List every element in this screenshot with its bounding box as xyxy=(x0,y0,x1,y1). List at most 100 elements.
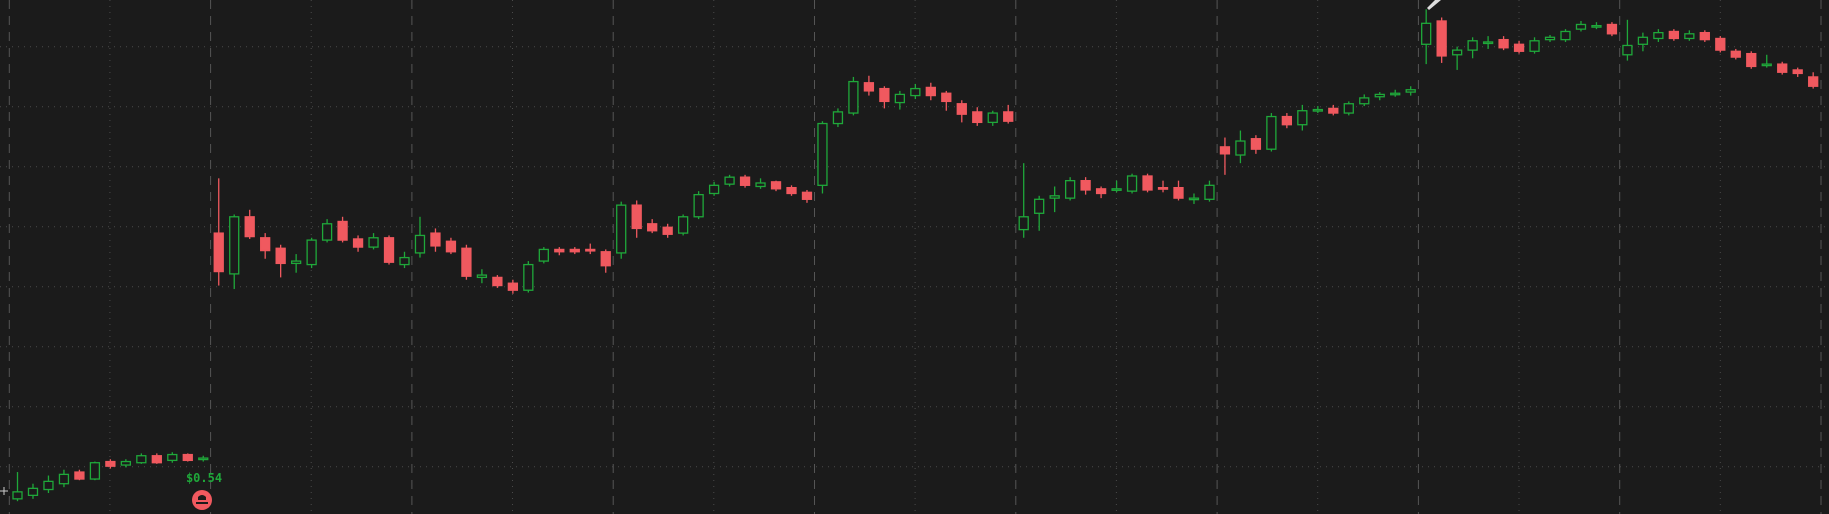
candle-body xyxy=(1777,63,1788,73)
candles xyxy=(12,9,1819,502)
candle-body xyxy=(1606,23,1618,35)
candle-body xyxy=(43,480,54,491)
marker-flag xyxy=(1427,0,1441,10)
candle-body xyxy=(1498,38,1509,49)
candle-body xyxy=(956,103,967,115)
candle-body xyxy=(167,453,178,462)
candle-body xyxy=(1513,43,1525,52)
candle-body xyxy=(1095,188,1107,195)
candle-body xyxy=(1018,216,1029,231)
candle-body xyxy=(1064,180,1076,199)
candle-body xyxy=(1126,175,1138,192)
candle-body xyxy=(290,260,302,265)
candle-body xyxy=(538,248,549,262)
candle-body xyxy=(136,455,147,464)
candle-body xyxy=(910,87,921,97)
candle-body xyxy=(786,187,797,195)
candle-body xyxy=(1312,108,1323,112)
candle-body xyxy=(708,184,720,195)
candle-body xyxy=(616,204,627,254)
candle-body xyxy=(770,181,782,190)
candle-body xyxy=(1343,103,1354,114)
candle-body xyxy=(1374,93,1385,98)
candle-body xyxy=(1544,36,1556,41)
candle-body xyxy=(1436,20,1447,57)
candle-body xyxy=(832,111,844,125)
candle-body xyxy=(739,176,751,186)
candle-body xyxy=(492,276,503,287)
candle-body xyxy=(58,473,70,485)
candle-body xyxy=(600,251,611,267)
candle-body xyxy=(724,176,735,185)
price-annotation: $0.54 xyxy=(186,471,222,485)
candle-body xyxy=(337,220,348,241)
candle-body xyxy=(554,248,565,253)
candle-body xyxy=(1637,36,1649,45)
candle-body xyxy=(1730,50,1741,58)
candle-body xyxy=(523,263,534,291)
candle-body xyxy=(1529,40,1540,52)
candle-body xyxy=(1250,138,1262,150)
candle-body xyxy=(306,239,317,266)
alert-icon-glyph xyxy=(196,495,208,504)
candle-body xyxy=(631,204,642,230)
candle-body xyxy=(89,462,101,480)
candle-body xyxy=(585,248,596,252)
candle-body xyxy=(1451,49,1463,56)
candle-body xyxy=(1359,97,1370,105)
alert-icon[interactable] xyxy=(192,490,212,510)
candle-body xyxy=(1684,33,1695,40)
candle-body xyxy=(879,87,890,103)
candle-body xyxy=(1281,115,1293,126)
candle-body xyxy=(1482,41,1494,45)
candle-body xyxy=(677,216,689,234)
candle-body xyxy=(925,86,936,97)
candle-body xyxy=(569,248,580,253)
candle-body xyxy=(1204,184,1215,200)
candle-body xyxy=(1235,140,1246,156)
candle-body xyxy=(244,216,255,238)
candle-body xyxy=(213,232,224,273)
candle-body xyxy=(445,240,457,253)
candle-body xyxy=(399,256,410,266)
candle-body xyxy=(1266,115,1277,150)
candle-body xyxy=(863,82,875,92)
candle-body xyxy=(801,191,813,200)
candle-body xyxy=(1142,175,1153,191)
candle-body xyxy=(105,460,116,467)
candle-body xyxy=(229,216,240,275)
candle-body xyxy=(260,237,271,252)
candle-body xyxy=(1560,30,1571,41)
candle-body xyxy=(1622,44,1633,56)
candle-body xyxy=(1328,107,1339,114)
candle-body xyxy=(1080,180,1091,191)
candle-body xyxy=(507,282,519,291)
candle-body xyxy=(476,274,488,279)
candle-body xyxy=(1034,198,1045,214)
candle-body xyxy=(1668,30,1680,40)
candle-body xyxy=(662,226,673,235)
candle-body xyxy=(1746,52,1757,68)
candle-body xyxy=(321,223,333,241)
candle-body xyxy=(1219,146,1231,155)
candle-body xyxy=(1653,31,1664,40)
candle-body xyxy=(693,193,704,218)
candle-body xyxy=(1003,111,1014,122)
candle-body xyxy=(27,487,39,497)
candle-body xyxy=(1591,24,1602,28)
candle-body xyxy=(894,93,906,104)
candle-body xyxy=(1699,31,1710,41)
candle-body xyxy=(1297,110,1308,126)
candle-body xyxy=(1049,195,1060,199)
candle-body xyxy=(1157,187,1169,190)
candle-body xyxy=(461,247,472,277)
candle-body xyxy=(151,455,162,464)
candle-body xyxy=(368,237,379,248)
candle-body xyxy=(1405,89,1416,93)
candle-body xyxy=(1173,187,1184,199)
candle-body xyxy=(647,223,658,232)
candle-body xyxy=(1188,197,1200,201)
candle-body xyxy=(817,122,828,186)
candle-body xyxy=(848,80,859,114)
candle-body xyxy=(1111,188,1122,191)
